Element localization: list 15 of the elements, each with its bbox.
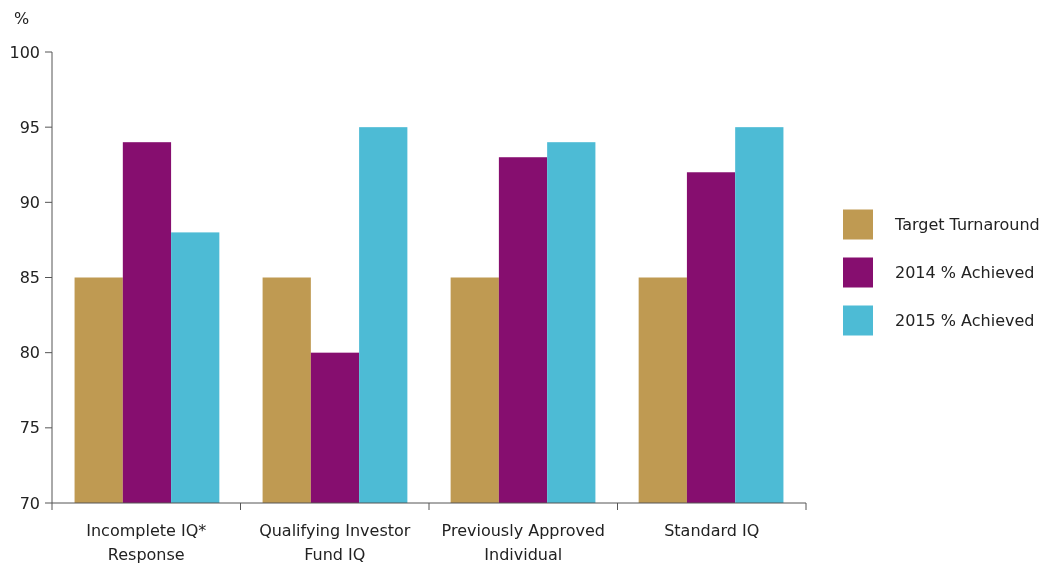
x-tick-label: Qualifying Investor Fund IQ bbox=[259, 521, 411, 564]
legend-label: 2014 % Achieved bbox=[895, 263, 1035, 283]
y-tick-label: 90 bbox=[19, 192, 40, 212]
x-tick-label: Previously Approved Individual bbox=[441, 521, 605, 564]
y-tick-label: 85 bbox=[19, 268, 40, 288]
y-tick-label: 95 bbox=[19, 117, 40, 137]
y-tick-label: 80 bbox=[19, 343, 40, 363]
x-tick-label: Standard IQ bbox=[664, 521, 760, 540]
y-tick-label: 70 bbox=[19, 493, 40, 513]
y-tick-label: 100 bbox=[9, 42, 40, 62]
y-tick-label: 75 bbox=[19, 418, 40, 438]
x-tick-label: Incomplete IQ* Response bbox=[86, 521, 207, 564]
y-axis-title: % bbox=[14, 9, 30, 28]
legend-label: 2015 % Achieved bbox=[895, 311, 1035, 331]
legend-label: Target Turnaround bbox=[894, 215, 1040, 235]
